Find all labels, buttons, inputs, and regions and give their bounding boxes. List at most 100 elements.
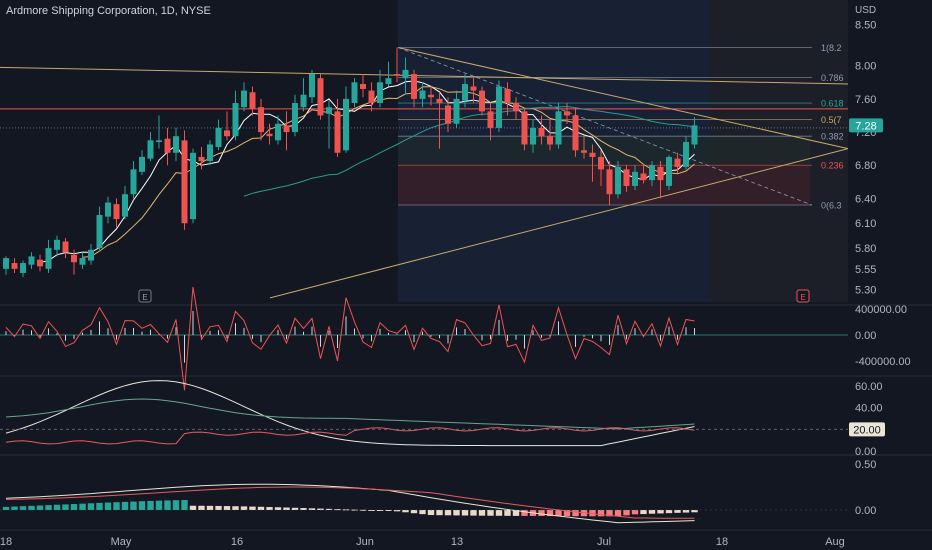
macd-histogram-bar	[436, 510, 443, 516]
macd-histogram-bar	[283, 507, 290, 510]
fib-level-label: 0.236	[821, 161, 844, 171]
macd-histogram-bar	[359, 509, 367, 511]
macd-histogram-bar	[453, 510, 460, 516]
candle-body	[258, 107, 264, 133]
macd-histogram-bar	[45, 505, 52, 510]
macd-histogram-bar	[96, 502, 103, 510]
macd-histogram-bar	[215, 505, 222, 510]
candle-body	[156, 140, 162, 143]
candle-body	[589, 152, 596, 157]
candle-body	[20, 263, 26, 273]
macd-histogram-bar	[546, 510, 554, 517]
candle-body	[37, 259, 43, 267]
candle-body	[360, 83, 366, 89]
candle-body	[334, 111, 341, 153]
candle-body	[300, 94, 307, 108]
candle-body	[164, 138, 171, 153]
candle-body	[640, 173, 647, 181]
candle-body	[445, 105, 451, 124]
time-tick: Aug	[825, 536, 845, 548]
candle-body	[504, 88, 511, 104]
time-tick: May	[111, 536, 132, 548]
candle-body	[487, 111, 494, 128]
price-tick: 5.30	[855, 285, 876, 297]
candle-body	[368, 90, 375, 104]
candle-body	[232, 103, 239, 137]
dmi-current-label: 20.00	[853, 424, 881, 436]
dmi-current-tag	[849, 422, 885, 437]
currency-label: USD	[855, 5, 876, 16]
candle-body	[581, 150, 587, 153]
macd-histogram-bar	[2, 506, 10, 510]
ascending-trendline	[269, 148, 849, 299]
price-tick: 5.80	[855, 243, 876, 255]
candle-body	[113, 204, 120, 220]
candle-body	[139, 156, 145, 172]
candle-body	[79, 258, 86, 265]
candle-body	[309, 74, 315, 98]
macd-histogram-bar	[181, 500, 188, 510]
macd-tick: 0.00	[855, 505, 876, 517]
candle-body	[317, 78, 324, 116]
candle-body	[147, 140, 154, 159]
candle-body	[394, 74, 400, 76]
last-price-label: 7.28	[855, 120, 876, 132]
macd-histogram-bar	[70, 504, 78, 510]
macd-histogram-bar	[164, 500, 171, 510]
candle-body	[11, 263, 18, 269]
macd-histogram-bar	[495, 510, 503, 516]
candle-body	[266, 133, 273, 137]
macd-histogram-bar	[572, 510, 579, 517]
macd-histogram-bar	[257, 506, 265, 510]
candle-body	[674, 158, 681, 167]
macd-histogram-bar	[291, 507, 299, 510]
fib-level-label: 1(8.2	[821, 43, 842, 53]
candle-body	[105, 202, 111, 217]
candle-body	[530, 127, 536, 145]
candle-body	[190, 152, 196, 220]
macd-histogram-bar	[223, 506, 231, 510]
macd-histogram-bar	[385, 510, 392, 511]
candle-body	[547, 136, 553, 145]
macd-histogram-bar	[198, 505, 205, 510]
candle-body	[555, 111, 562, 145]
macd-histogram-bar	[36, 505, 44, 510]
price-tick: 8.50	[855, 19, 876, 31]
macd-histogram-bar	[147, 500, 154, 510]
macd-histogram-bar	[410, 510, 418, 514]
candle-body	[283, 125, 290, 133]
macd-histogram-bar	[538, 510, 545, 517]
ma-fast-line	[39, 80, 695, 263]
macd-histogram-bar	[249, 506, 256, 510]
price-tick: 6.40	[855, 193, 876, 205]
macd-histogram-bar	[351, 509, 358, 511]
candle-body	[88, 249, 94, 261]
macd-histogram-bar	[631, 510, 639, 515]
candle-body	[326, 107, 332, 114]
ma-slow-line	[243, 105, 695, 197]
candle-body	[462, 83, 468, 101]
macd-histogram-bar	[121, 501, 129, 510]
macd-histogram-bar	[512, 510, 520, 516]
macd-histogram-bar	[691, 510, 698, 513]
candle-body	[173, 136, 179, 153]
macd-histogram-bar	[130, 501, 137, 510]
osc-tick: 400000.00	[855, 304, 907, 316]
macd-histogram-bar	[470, 510, 477, 516]
candle-body	[615, 166, 621, 195]
candle-body	[411, 74, 417, 99]
candle-body	[683, 142, 689, 167]
macd-histogram-bar	[682, 510, 690, 513]
descending-trendline	[397, 47, 849, 150]
earnings-marker-box	[796, 289, 810, 303]
macd-histogram-bar	[657, 510, 664, 514]
long-resistance-trendline	[0, 66, 849, 85]
macd-histogram-bar	[521, 510, 528, 516]
candle-body	[45, 248, 52, 269]
macd-signal-line	[5, 486, 695, 519]
candle-body	[224, 130, 230, 137]
price-tick: 6.80	[855, 160, 876, 172]
time-tick: 13	[451, 536, 463, 548]
candle-body	[122, 194, 128, 217]
